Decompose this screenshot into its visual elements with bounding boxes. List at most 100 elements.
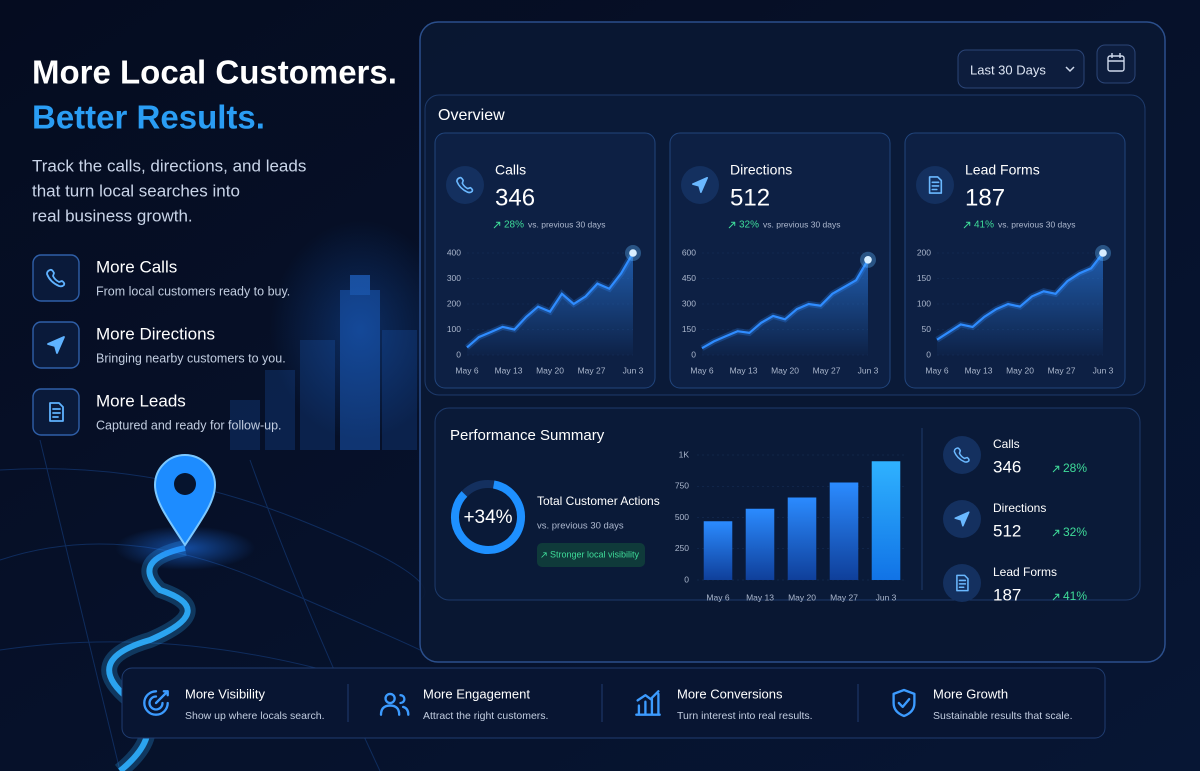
stat-value: 512 [993,521,1021,540]
x-tick-label: May 20 [1006,365,1034,375]
change-percent: 41% [974,220,994,231]
y-tick-label: 450 [682,273,696,283]
y-tick-label: 150 [682,324,696,334]
x-tick-label: May 27 [578,365,606,375]
x-tick-label: May 6 [690,365,713,375]
nav-icon [691,176,709,194]
x-tick-label: May 27 [830,592,858,602]
stat-icon-bg [943,564,981,602]
icon-part [541,552,547,558]
change-percent: 32% [739,220,759,231]
doc-icon [928,176,943,194]
x-tick-label: May 13 [746,592,774,602]
feature-description: Captured and ready for follow-up. [96,418,282,432]
bar [745,508,775,580]
bars-icon [635,690,661,716]
comparison-label: vs. previous 30 days [763,219,840,229]
x-tick-label: Jun 3 [858,365,879,375]
people-icon [379,692,410,716]
icon-part [49,402,64,422]
calendar-icon [1107,53,1125,72]
bar [703,521,733,580]
y-tick-label: 200 [447,298,461,308]
change-percent: 32% [1063,525,1087,539]
icon-part [956,574,969,592]
icon-part [728,221,736,229]
badge [537,543,645,567]
y-tick-label: 1K [679,449,690,459]
y-tick-label: 0 [456,349,461,359]
bar [787,497,817,580]
change-percent: 28% [1063,461,1087,475]
icon-part [691,176,709,194]
trend-icon [493,221,501,229]
total-label: Total Customer Actions [537,494,660,508]
metric-icon-bg [916,166,954,204]
nav-icon [954,511,970,527]
y-tick-label: 300 [682,298,696,308]
comparison-label: vs. previous 30 days [998,219,1075,229]
x-tick-label: May 6 [925,365,948,375]
hero-description: real business growth. [32,206,193,225]
y-tick-label: 500 [675,512,689,522]
icon-part [1052,465,1060,473]
icon-part [379,692,410,716]
performance-title: Performance Summary [450,427,605,444]
bar [829,482,859,580]
y-tick-label: 0 [684,574,689,584]
feature-title: More Directions [96,324,215,343]
icon-part [635,690,661,716]
metric-value: 187 [965,184,1005,211]
line [936,252,1104,341]
shield-icon [892,688,916,718]
benefit-title: More Engagement [423,686,530,701]
x-tick-label: May 13 [495,365,523,375]
line [466,252,634,349]
overview-title: Overview [438,107,505,124]
y-tick-label: 200 [917,247,931,257]
icon-part [493,221,501,229]
feature-description: Bringing nearby customers to you. [96,351,286,365]
benefit-description: Turn interest into real results. [677,710,813,722]
y-tick-label: 150 [917,273,931,283]
pin-glow [115,526,255,570]
hero-title-accent: Better Results. [32,99,265,136]
y-tick-label: 0 [691,349,696,359]
stat-label: Lead Forms [993,565,1057,579]
metric-icon-bg [446,166,484,204]
trend-icon [728,221,736,229]
y-tick-label: 250 [675,543,689,553]
end-point [629,249,637,257]
doc-icon [49,402,64,422]
date-range-select[interactable] [957,49,1085,89]
icon-part [143,690,169,716]
trend-icon [1052,593,1060,601]
line-area [467,253,633,355]
stat-label: Directions [993,501,1046,515]
y-tick-label: 400 [447,247,461,257]
y-tick-label: 100 [447,324,461,334]
benefit-description: Show up where locals search. [185,710,325,722]
hero-description: Track the calls, directions, and leads [32,156,306,175]
hero-title: More Local Customers. [32,54,397,91]
donut-ring [451,480,525,554]
line [701,259,869,350]
feature-icon-box [32,388,80,436]
metric-value: 346 [495,184,535,211]
benefits-strip [121,667,1106,739]
icon-part [456,176,474,194]
comparison-label: vs. previous 30 days [528,219,605,229]
y-tick-label: 50 [922,324,932,334]
metric-value: 512 [730,184,770,211]
x-tick-label: May 20 [788,592,816,602]
benefit-title: More Growth [933,686,1008,701]
x-tick-label: May 6 [706,592,729,602]
nav-icon [47,336,65,354]
stat-value: 346 [993,457,1021,476]
end-point [1099,249,1107,257]
donut-label: +34% [463,507,512,528]
change-percent: 41% [1063,589,1087,603]
stat-label: Calls [993,437,1020,451]
calendar-button[interactable] [1096,44,1136,84]
